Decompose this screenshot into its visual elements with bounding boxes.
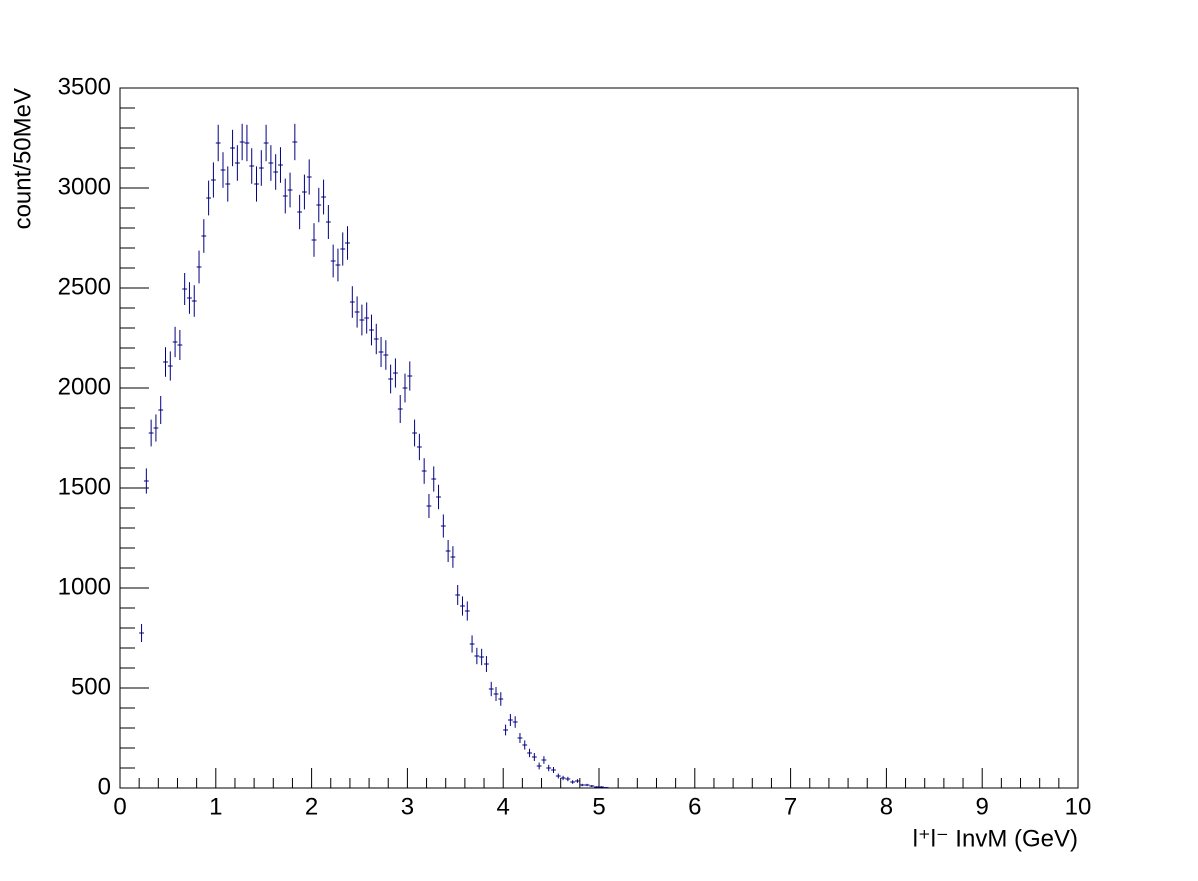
y-tick-label: 3500 xyxy=(58,73,111,100)
x-tick-label: 9 xyxy=(976,793,989,820)
x-tick-label: 4 xyxy=(497,793,510,820)
y-tick-label: 500 xyxy=(71,673,111,700)
x-tick-label: 3 xyxy=(401,793,414,820)
y-tick-label: 1000 xyxy=(58,573,111,600)
x-tick-label: 6 xyxy=(688,793,701,820)
y-axis-title: count/50MeV xyxy=(9,88,36,229)
y-tick-label: 0 xyxy=(98,773,111,800)
x-tick-label: 10 xyxy=(1065,793,1092,820)
x-tick-label: 8 xyxy=(880,793,893,820)
y-tick-label: 1500 xyxy=(58,473,111,500)
y-tick-label: 3000 xyxy=(58,173,111,200)
y-tick-label: 2500 xyxy=(58,273,111,300)
x-tick-label: 5 xyxy=(592,793,605,820)
x-tick-label: 0 xyxy=(113,793,126,820)
x-tick-label: 1 xyxy=(209,793,222,820)
x-axis-title: l⁺l⁻ InvM (GeV) xyxy=(913,825,1078,852)
y-tick-label: 2000 xyxy=(58,373,111,400)
x-tick-label: 2 xyxy=(305,793,318,820)
x-tick-label: 7 xyxy=(784,793,797,820)
